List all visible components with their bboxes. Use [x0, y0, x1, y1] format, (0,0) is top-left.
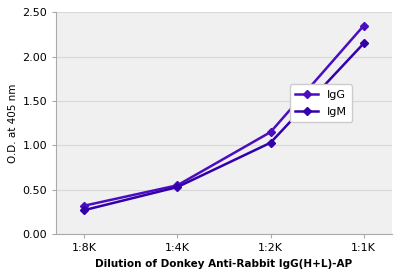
- IgM: [361, 42, 366, 45]
- Line: IgM: IgM: [82, 41, 366, 213]
- IgG: [268, 130, 273, 134]
- Y-axis label: O.D. at 405 nm: O.D. at 405 nm: [8, 84, 18, 163]
- Line: IgG: IgG: [82, 23, 366, 209]
- IgM: [175, 185, 180, 189]
- IgG: [82, 204, 87, 207]
- IgG: [175, 184, 180, 187]
- X-axis label: Dilution of Donkey Anti-Rabbit IgG(H+L)-AP: Dilution of Donkey Anti-Rabbit IgG(H+L)-…: [96, 259, 352, 269]
- IgG: [361, 24, 366, 27]
- IgM: [82, 209, 87, 212]
- IgM: [268, 141, 273, 144]
- Legend: IgG, IgM: IgG, IgM: [290, 84, 352, 122]
